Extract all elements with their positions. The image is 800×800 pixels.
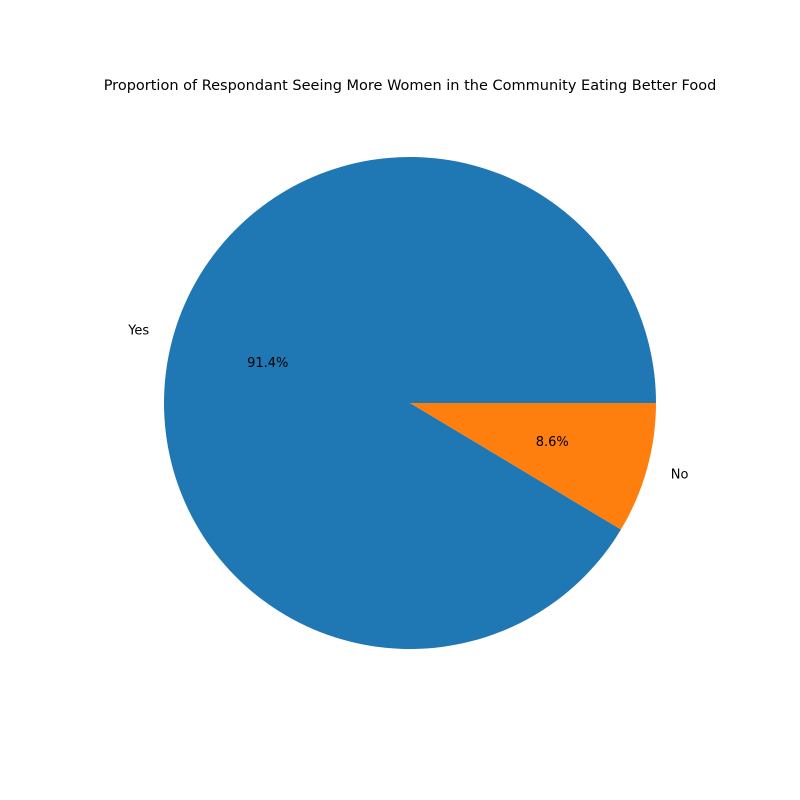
slice-percent-no: 8.6% <box>536 435 569 450</box>
pie-slices <box>163 156 657 649</box>
pie-labels: Yes 91.4% No 8.6% <box>127 323 688 482</box>
pie-slice-no <box>410 403 656 530</box>
chart-title: Proportion of Respondant Seeing More Wom… <box>104 78 717 94</box>
slice-label-no: No <box>671 468 689 483</box>
pie-slice-yes <box>163 156 657 649</box>
slice-label-yes: Yes <box>127 323 149 338</box>
slice-percent-yes: 91.4% <box>247 356 288 371</box>
